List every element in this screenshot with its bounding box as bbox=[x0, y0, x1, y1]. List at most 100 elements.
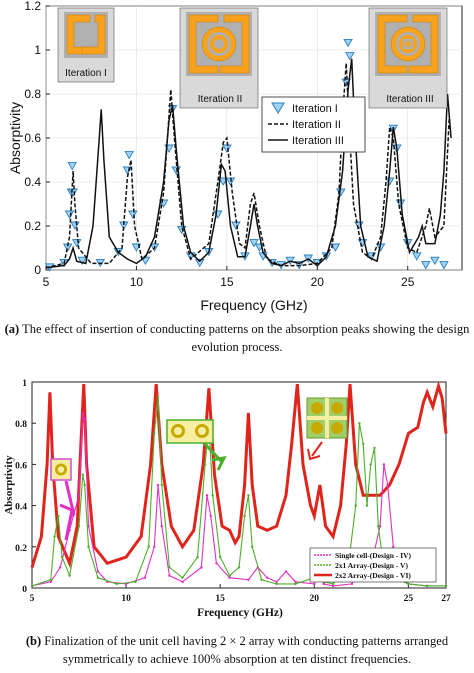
caption-b-label: (b) bbox=[25, 634, 42, 648]
chart-b-legend-design-vi: 2x2 Array-(Design - VI) bbox=[335, 571, 411, 580]
series-3-marker bbox=[49, 578, 53, 581]
chart-b-legend: Single cell-(Design - IV) 2x1 Array-(Des… bbox=[309, 547, 437, 583]
design-v-arrow bbox=[203, 442, 227, 471]
series-3-marker bbox=[237, 566, 241, 569]
legend-triangle-icon bbox=[271, 102, 285, 114]
iteration-i-marker bbox=[249, 239, 259, 248]
series-2-marker bbox=[72, 514, 75, 518]
y-tick-label: 1 bbox=[34, 43, 41, 57]
series-2-marker bbox=[87, 525, 90, 528]
iteration-ii-inset: Iteration II bbox=[179, 7, 259, 109]
iteration-i-marker bbox=[124, 151, 134, 160]
series-3-marker bbox=[134, 580, 137, 584]
iteration-i-inset: Iteration I bbox=[57, 7, 115, 83]
y-tick-label: 0.2 bbox=[24, 219, 41, 233]
iteration-ii-line bbox=[45, 63, 451, 269]
series-3-marker bbox=[369, 463, 372, 466]
series-2-marker bbox=[266, 576, 269, 579]
y-tick-label: 0.8 bbox=[24, 87, 41, 101]
series-3-marker bbox=[83, 483, 86, 487]
series-3-marker bbox=[30, 584, 34, 588]
series-2-marker bbox=[49, 580, 53, 584]
series-3-marker bbox=[156, 395, 160, 398]
x-tick-label: 5 bbox=[30, 594, 35, 604]
series-2-marker bbox=[331, 584, 335, 588]
series-2-marker bbox=[215, 562, 218, 565]
chart-a-legend-iteration-iii: Iteration III bbox=[292, 135, 344, 147]
series-3-marker bbox=[362, 442, 365, 445]
iteration-i-marker bbox=[67, 162, 78, 171]
series-3-marker bbox=[203, 463, 207, 466]
series-3-marker bbox=[81, 473, 85, 476]
x-tick-label: 15 bbox=[220, 275, 234, 289]
series-2-marker bbox=[294, 580, 297, 584]
series-2-marker bbox=[247, 578, 250, 581]
y-tick-label: 0.2 bbox=[15, 544, 27, 554]
series-3-marker bbox=[68, 574, 71, 577]
design-iv-arrow bbox=[59, 480, 76, 541]
series-3-marker bbox=[87, 545, 90, 548]
chart-a-legend: Iteration I Iteration II Iteration III bbox=[261, 96, 366, 153]
series-3-marker bbox=[247, 494, 250, 497]
y-tick-label: 1 bbox=[22, 379, 27, 389]
series-2-marker bbox=[350, 582, 354, 586]
iteration-i-marker bbox=[68, 188, 78, 197]
x-tick-label: 20 bbox=[310, 594, 320, 604]
iteration-i-marker bbox=[430, 256, 440, 266]
chart-a-y-axis-label: Absorptivity bbox=[7, 102, 23, 174]
series-3-marker bbox=[444, 584, 448, 588]
design-vi-inset bbox=[306, 397, 348, 461]
iteration-i-label: Iteration I bbox=[65, 68, 107, 79]
series-3-marker bbox=[354, 504, 357, 507]
chart-b-y-ticks: 0 0.2 0.4 0.6 0.8 1 bbox=[15, 379, 36, 595]
chart-a-legend-iteration-i: Iteration I bbox=[292, 103, 338, 115]
series-2-marker bbox=[81, 411, 85, 415]
iteration-i-marker bbox=[345, 52, 355, 61]
design-v-inset bbox=[166, 419, 227, 471]
y-tick-label: 0.4 bbox=[15, 503, 27, 513]
x-tick-label: 25 bbox=[401, 275, 415, 289]
caption-a-label: (a) bbox=[4, 322, 20, 336]
series-2-marker bbox=[77, 494, 81, 497]
series-3-marker bbox=[160, 483, 164, 487]
series-2-marker bbox=[209, 514, 212, 518]
series-3-marker bbox=[196, 555, 199, 559]
series-3-marker bbox=[407, 582, 410, 586]
iteration-i-marker bbox=[128, 210, 138, 219]
series-2-marker bbox=[205, 494, 209, 497]
series-2-marker bbox=[275, 580, 278, 584]
series-2-marker bbox=[156, 483, 160, 487]
series-2-marker bbox=[153, 545, 156, 548]
series-3-marker bbox=[77, 525, 81, 528]
series-2-marker bbox=[382, 463, 386, 466]
chart-a-x-ticks: 5 10 15 20 25 bbox=[43, 266, 415, 289]
series-3-marker bbox=[331, 582, 335, 586]
series-3-marker bbox=[218, 555, 222, 559]
iteration-iii-inset: Iteration III bbox=[368, 7, 448, 109]
chart-a: 5 10 15 20 25 0 0.2 0.4 0.6 0.8 1 1.2 Frequency (G… bbox=[7, 0, 463, 313]
series-2-marker bbox=[59, 566, 62, 569]
series-2-marker bbox=[96, 570, 100, 573]
iteration-i-marker bbox=[421, 261, 431, 270]
chart-a-y-ticks: 0 0.2 0.4 0.6 0.8 1 1.2 bbox=[24, 0, 50, 277]
x-tick-label: 27 bbox=[441, 594, 451, 604]
series-2-marker bbox=[143, 576, 147, 579]
series-2-marker bbox=[392, 545, 395, 548]
series-3-marker bbox=[275, 582, 278, 586]
design-iv-inset bbox=[50, 458, 76, 541]
x-tick-label: 10 bbox=[130, 275, 144, 289]
y-tick-label: 0.8 bbox=[15, 420, 27, 430]
iteration-i-marker bbox=[439, 261, 449, 270]
series-2-marker bbox=[200, 566, 203, 569]
series-3-marker bbox=[60, 555, 64, 559]
iteration-iii-line bbox=[45, 58, 452, 269]
series-2-marker bbox=[284, 570, 288, 573]
iteration-iii-label: Iteration III bbox=[386, 94, 433, 105]
series-3-marker bbox=[250, 545, 254, 548]
chart-b-y-axis-label: Absorptivity bbox=[3, 455, 15, 515]
series-3-marker bbox=[260, 578, 263, 581]
x-tick-label: 25 bbox=[404, 594, 414, 604]
series-3-marker bbox=[365, 504, 369, 507]
series-3-marker bbox=[377, 525, 380, 528]
